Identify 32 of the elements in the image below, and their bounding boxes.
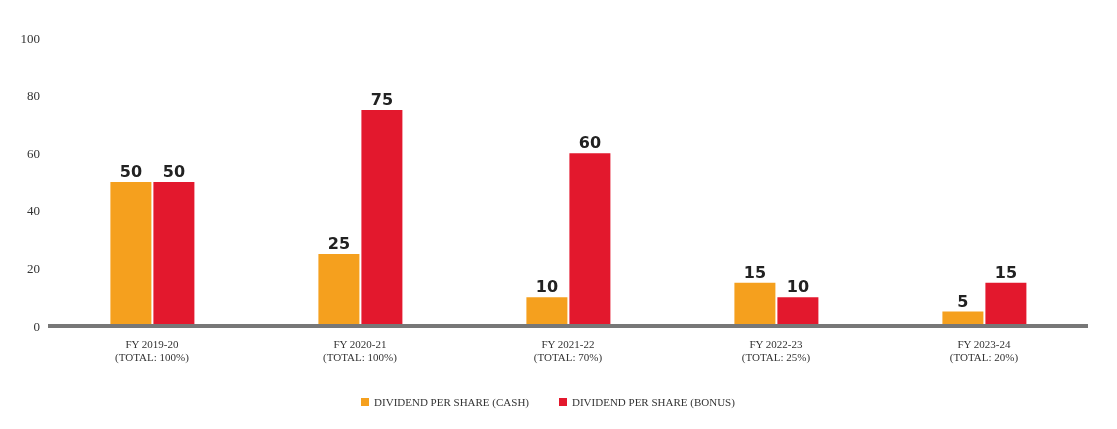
data-label: 50 [162, 162, 186, 181]
y-tick-label: 40 [27, 203, 40, 219]
y-tick-label: 100 [20, 30, 40, 46]
bar [318, 254, 360, 326]
bar [526, 297, 568, 326]
y-tick-label: 0 [33, 318, 40, 334]
bar [110, 182, 152, 326]
bar [153, 182, 195, 326]
bar [734, 282, 776, 326]
legend-label: DIVIDEND PER SHARE (CASH) [373, 396, 530, 408]
data-label: 15 [743, 262, 767, 282]
y-tick-label: 80 [27, 88, 40, 104]
data-label: 60 [578, 133, 602, 153]
bar [985, 282, 1027, 326]
x-tick-label: FY 2023-24 (TOTAL: 20%) [949, 338, 1019, 364]
x-tick-label: FY 2020-21 (TOTAL: 100%) [323, 338, 398, 364]
bar [361, 110, 403, 326]
y-tick-label: 20 [27, 261, 40, 277]
bar [777, 297, 819, 326]
x-tick-label: FY 2021-22 (TOTAL: 70%) [533, 338, 603, 364]
y-tick-label: 60 [27, 145, 40, 161]
data-label: 10 [786, 277, 810, 297]
data-label: 50 [119, 162, 143, 181]
data-label: 15 [994, 262, 1018, 282]
legend-label: DIVIDEND PER SHARE (BONUS) [571, 396, 735, 408]
bar [569, 153, 611, 326]
data-label: 10 [535, 277, 559, 297]
x-tick-label: FY 2019-20 (TOTAL: 100%) [115, 338, 190, 364]
data-label: 5 [957, 291, 969, 311]
data-label: 75 [370, 90, 394, 109]
data-label: 25 [327, 234, 351, 253]
x-tick-label: FY 2022-23 (TOTAL: 25%) [741, 338, 811, 364]
